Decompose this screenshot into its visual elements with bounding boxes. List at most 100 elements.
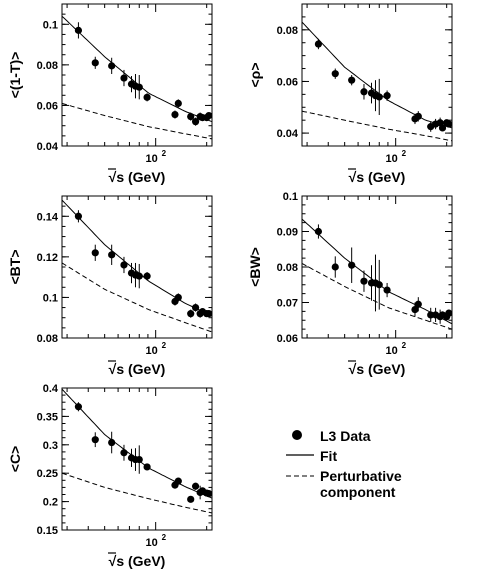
data-point bbox=[91, 436, 99, 444]
x-axis-title: √s (GeV) bbox=[349, 169, 406, 185]
data-point bbox=[120, 449, 128, 457]
plot-frame bbox=[301, 3, 453, 147]
data-point bbox=[74, 26, 83, 34]
data-point bbox=[314, 227, 323, 236]
panel-2: 0.04 0.06 0.08 10 2 √s (GeV) <ρ> bbox=[247, 3, 453, 185]
y-tick-label: 0.07 bbox=[277, 298, 298, 310]
data-point bbox=[135, 272, 143, 280]
data-point bbox=[375, 93, 383, 101]
data-point bbox=[383, 92, 391, 100]
x-tick-label: 10 bbox=[146, 537, 158, 549]
plot-frame bbox=[61, 3, 213, 147]
data-point bbox=[438, 124, 447, 132]
data-point bbox=[143, 272, 151, 280]
data-point bbox=[108, 251, 116, 259]
data-point bbox=[108, 62, 116, 70]
data-point bbox=[360, 88, 368, 96]
x-axis-title: √s (GeV) bbox=[109, 553, 166, 569]
legend: L3 Data Fit Perturbative component bbox=[286, 428, 402, 500]
data-point bbox=[120, 74, 128, 82]
data-point bbox=[191, 118, 200, 126]
data-point bbox=[187, 495, 195, 503]
data-point bbox=[174, 99, 182, 107]
panels: 0.04 0.06 0.08 0.1 10 2 √s (GeV) <(1-T)> 0.04 0.0… bbox=[7, 3, 453, 569]
y-tick-label: 0.1 bbox=[283, 191, 298, 203]
panel-1: 0.04 0.06 0.08 0.1 10 2 √s (GeV) <(1-T)> bbox=[7, 3, 213, 185]
x-axis-title: √s (GeV) bbox=[109, 361, 166, 377]
x-tick-label: 10 bbox=[386, 153, 398, 165]
data-point bbox=[187, 310, 195, 318]
y-axis-title: <BW> bbox=[247, 247, 263, 287]
y-tick-label: 0.3 bbox=[43, 440, 58, 452]
y-tick-label: 0.25 bbox=[37, 468, 58, 480]
y-tick-label: 0.08 bbox=[37, 333, 58, 345]
data-point bbox=[120, 261, 128, 269]
data-point bbox=[205, 490, 213, 498]
data-point bbox=[171, 110, 179, 119]
data-point bbox=[445, 309, 453, 317]
data-point bbox=[414, 112, 422, 120]
data-point bbox=[135, 83, 143, 91]
data-point bbox=[375, 281, 383, 289]
y-tick-label: 0.06 bbox=[37, 100, 58, 112]
y-tick-label: 0.08 bbox=[277, 25, 298, 37]
data-point bbox=[331, 263, 339, 271]
x-axis-title: √s (GeV) bbox=[109, 169, 166, 185]
data-point bbox=[135, 455, 143, 464]
legend-label-fit: Fit bbox=[320, 448, 337, 464]
data-point bbox=[174, 293, 182, 302]
y-tick-label: 0.1 bbox=[43, 292, 58, 304]
data-point bbox=[331, 70, 339, 78]
y-axis-title: <(1-T)> bbox=[7, 52, 23, 99]
x-tick-label: 10 bbox=[146, 345, 158, 357]
panel-3: 0.08 0.1 0.12 0.14 10 2 √s (GeV) <BT> bbox=[7, 195, 213, 377]
data-point bbox=[91, 249, 99, 257]
fit-curve bbox=[61, 199, 213, 317]
data-point bbox=[143, 93, 151, 101]
panel-5: 0.15 0.2 0.25 0.3 0.35 0.4 10 2 √s (GeV) <C> bbox=[7, 383, 213, 569]
data-point bbox=[411, 306, 419, 314]
fit-curve bbox=[61, 388, 213, 499]
data-point bbox=[414, 300, 422, 308]
legend-label-component: component bbox=[320, 484, 396, 500]
y-tick-label: 0.15 bbox=[37, 525, 58, 537]
perturbative-curve bbox=[301, 262, 453, 330]
y-tick-label: 0.09 bbox=[277, 227, 298, 239]
panel-4: 0.06 0.07 0.08 0.09 0.1 10 2 √s (GeV) <BW> bbox=[247, 191, 453, 377]
data-point bbox=[74, 212, 83, 220]
data-point bbox=[74, 403, 83, 411]
data-point bbox=[108, 438, 116, 447]
y-tick-label: 0.1 bbox=[43, 19, 58, 31]
data-point bbox=[360, 277, 368, 285]
legend-label-data: L3 Data bbox=[320, 428, 371, 444]
y-tick-label: 0.4 bbox=[43, 383, 59, 395]
y-tick-label: 0.04 bbox=[277, 128, 299, 140]
data-point bbox=[205, 310, 213, 318]
data-point bbox=[191, 303, 200, 312]
y-tick-label: 0.04 bbox=[37, 141, 59, 153]
y-tick-label: 0.14 bbox=[37, 211, 59, 223]
data-point bbox=[174, 477, 182, 485]
x-tick-label-exponent: 2 bbox=[162, 533, 167, 542]
x-tick-label: 10 bbox=[146, 153, 158, 165]
fit-curve bbox=[301, 218, 453, 325]
data-point bbox=[445, 120, 453, 128]
y-axis-title: <C> bbox=[7, 446, 23, 472]
data-point bbox=[348, 76, 356, 84]
data-point bbox=[187, 112, 195, 121]
perturbative-curve bbox=[61, 262, 213, 333]
data-point bbox=[383, 286, 391, 294]
x-tick-label-exponent: 2 bbox=[162, 149, 167, 158]
x-tick-label-exponent: 2 bbox=[162, 341, 167, 350]
data-point bbox=[348, 261, 356, 269]
x-axis-title: √s (GeV) bbox=[349, 361, 406, 377]
data-point bbox=[143, 463, 151, 471]
y-axis-title: <BT> bbox=[7, 249, 23, 284]
data-point bbox=[205, 111, 213, 120]
legend-marker-icon bbox=[292, 430, 302, 440]
y-tick-label: 0.06 bbox=[277, 333, 298, 345]
perturbative-curve bbox=[301, 110, 453, 142]
x-tick-label: 10 bbox=[386, 345, 398, 357]
x-tick-label-exponent: 2 bbox=[402, 149, 407, 158]
perturbative-curve bbox=[61, 102, 213, 140]
